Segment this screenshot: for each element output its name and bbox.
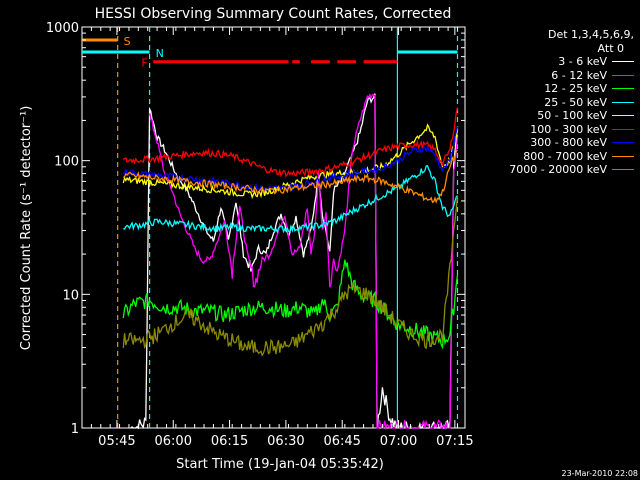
series-line-7000-20000-kev xyxy=(122,195,459,357)
legend-entry: 6 - 12 keV xyxy=(474,69,634,83)
legend-entry-label: 50 - 100 keV xyxy=(537,109,607,122)
y-tick-label: 1000 xyxy=(46,21,79,36)
plot-frame xyxy=(81,26,466,429)
legend-entry: 3 - 6 keV xyxy=(474,55,634,69)
marker-label-s: S xyxy=(124,35,131,48)
y-axis: 1 10 100 1000 xyxy=(46,21,465,437)
legend-entries: 3 - 6 keV 6 - 12 keV 12 - 25 keV 25 - 50 ke… xyxy=(474,55,634,177)
render-timestamp: 23-Mar-2010 22:08 xyxy=(561,469,639,478)
x-tick-label: 07:00 xyxy=(380,434,417,449)
series-line-25-50-kev xyxy=(123,164,459,234)
y-tick-label: 10 xyxy=(62,288,79,303)
legend-swatch xyxy=(612,101,634,103)
legend-entry: 7000 - 20000 keV xyxy=(474,163,634,177)
legend-entry: 50 - 100 keV xyxy=(474,109,634,123)
legend-entry-label: 25 - 50 keV xyxy=(544,95,607,109)
legend-swatch xyxy=(612,61,634,63)
legend-entry-label: 12 - 25 keV xyxy=(544,82,607,95)
legend-swatch xyxy=(612,74,634,76)
x-axis: 05:45 06:00 06:15 06:30 06:45 07:00 07:15 xyxy=(81,27,474,449)
legend-entry-label: 300 - 800 keV xyxy=(530,136,607,149)
x-tick-label: 05:45 xyxy=(98,434,135,449)
legend-entry: 25 - 50 keV xyxy=(474,96,634,110)
legend-entry-label: 6 - 12 keV xyxy=(551,68,607,82)
legend-entry-label: 800 - 7000 keV xyxy=(523,149,607,163)
series-layer xyxy=(122,93,459,431)
marker-label-n: N xyxy=(156,47,164,60)
series-line-6-12-kev xyxy=(148,93,459,431)
y-axis-label: Corrected Count Rate (s⁻¹ detector⁻¹) xyxy=(19,106,34,351)
x-tick-label: 06:45 xyxy=(323,434,360,449)
chart-title: HESSI Observing Summary Count Rates, Cor… xyxy=(95,6,452,22)
legend-entry: 100 - 300 keV xyxy=(474,123,634,137)
series-line-100-300-kev xyxy=(122,107,459,178)
legend-entry: 300 - 800 keV xyxy=(474,136,634,150)
y-tick-label: 1 xyxy=(71,422,79,437)
marker-label-f: F xyxy=(141,57,147,70)
x-tick-label: 06:30 xyxy=(267,434,304,449)
legend-entry-label: 7000 - 20000 keV xyxy=(509,163,607,176)
legend-swatch xyxy=(612,142,634,144)
legend-entry-label: 3 - 6 keV xyxy=(558,55,607,68)
y-tick-label: 100 xyxy=(54,155,79,170)
legend-entry-label: 100 - 300 keV xyxy=(530,122,607,136)
status-markers: S NF xyxy=(82,35,458,70)
legend-swatch xyxy=(612,155,634,157)
legend-header-line-2: Att 0 xyxy=(597,41,624,55)
legend-swatch xyxy=(612,115,634,117)
legend: Det 1,3,4,5,6,9, Att 0 3 - 6 keV 6 - 12 k… xyxy=(474,28,634,177)
x-tick-label: 06:00 xyxy=(155,434,192,449)
legend-header-line-1: Det 1,3,4,5,6,9, xyxy=(547,28,634,41)
legend-entry: 12 - 25 keV xyxy=(474,82,634,96)
series-line-800-7000-kev xyxy=(122,149,458,204)
legend-swatch xyxy=(612,128,634,130)
x-tick-label: 06:15 xyxy=(211,434,248,449)
x-axis-label: Start Time (19-Jan-04 05:35:42) xyxy=(176,457,384,472)
legend-swatch xyxy=(612,169,634,171)
legend-swatch xyxy=(612,88,634,90)
legend-entry: 800 - 7000 keV xyxy=(474,150,634,164)
vertical-time-markers xyxy=(117,27,459,428)
x-tick-label: 07:15 xyxy=(436,434,473,449)
